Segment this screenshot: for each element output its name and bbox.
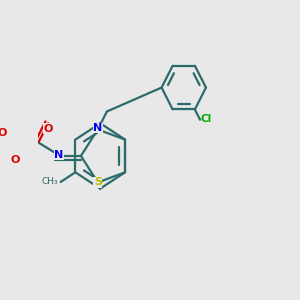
Text: S: S	[94, 177, 102, 188]
Text: CH₃: CH₃	[42, 178, 58, 187]
Text: O: O	[10, 154, 20, 164]
Text: O: O	[0, 128, 7, 138]
Text: N: N	[93, 123, 102, 133]
Text: Cl: Cl	[201, 114, 212, 124]
Text: O: O	[44, 124, 53, 134]
Text: N: N	[54, 150, 63, 160]
